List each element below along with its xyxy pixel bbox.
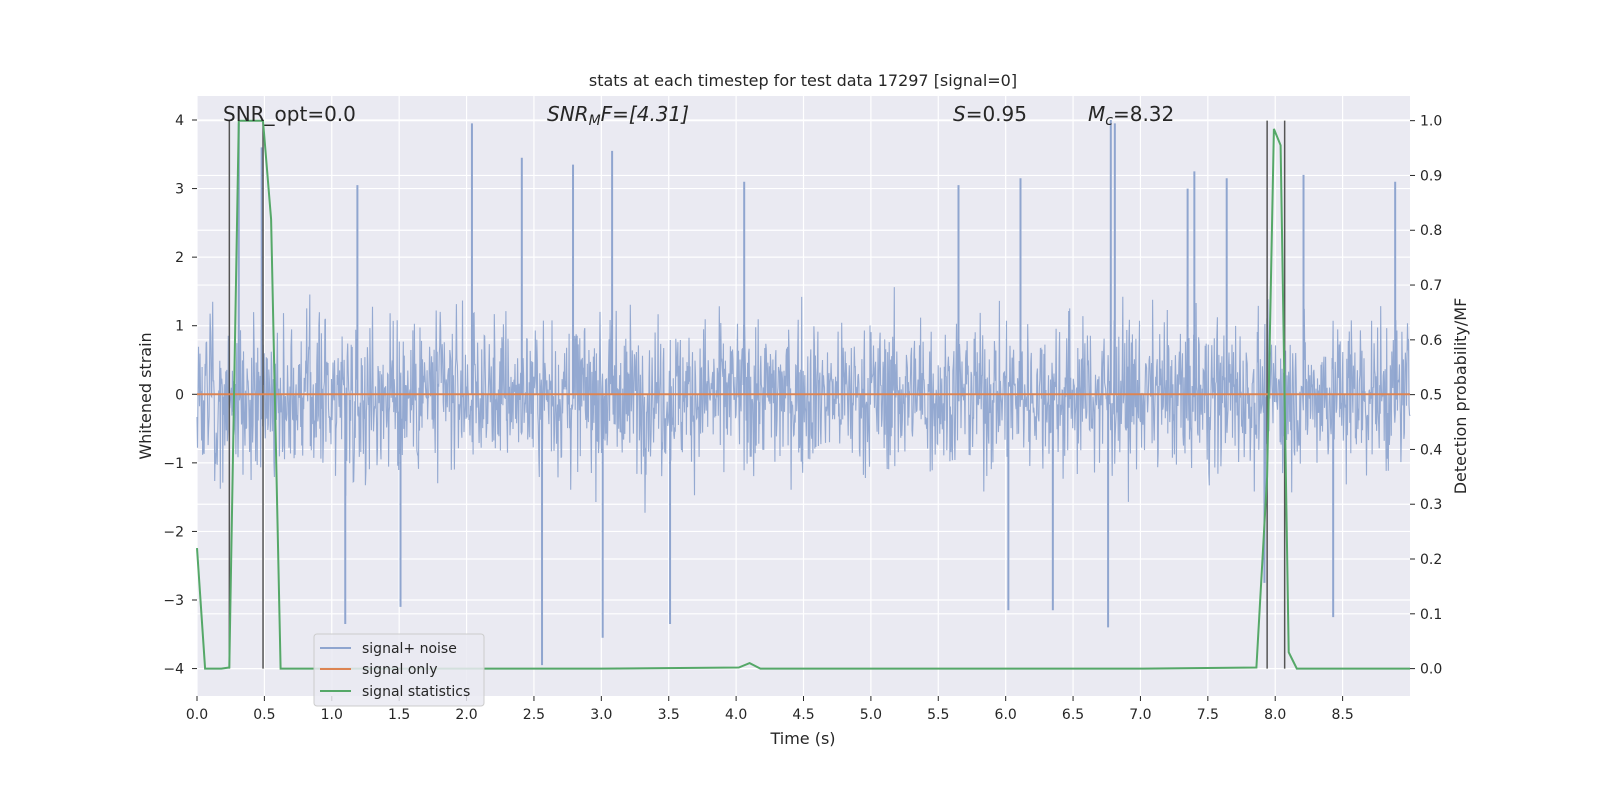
- series-lines: [196, 119, 1410, 670]
- annotation-mc: Mc=8.32: [1088, 102, 1174, 129]
- x-tick-label: 3.5: [658, 707, 680, 723]
- x-tick-label: 7.0: [1129, 707, 1151, 723]
- y-axis-label: Whitened strain: [136, 332, 155, 459]
- x-tick-label: 4.0: [725, 707, 747, 723]
- y2-tick-label: 0.6: [1420, 333, 1442, 349]
- x-tick-label: 8.5: [1331, 707, 1353, 723]
- y2-tick-label: 0.8: [1420, 223, 1442, 239]
- x-ticks: 0.0 0.5 1.0 1.5 2.0 2.5 3.0 3.5 4.0 4.5 5.0 5.5 6.0 6…: [186, 696, 1354, 723]
- series-line: [196, 119, 1410, 670]
- y-tick-label: −4: [163, 662, 184, 678]
- x-tick-label: 1.5: [388, 707, 410, 723]
- legend-label-stats: signal statistics: [362, 684, 470, 700]
- x-tick-label: 8.0: [1264, 707, 1286, 723]
- x-tick-label: 0.5: [253, 707, 275, 723]
- y2-tick-label: 0.7: [1420, 278, 1442, 294]
- x-tick-label: 3.0: [590, 707, 612, 723]
- legend-box: [313, 633, 485, 707]
- x-tick-label: 7.5: [1197, 707, 1219, 723]
- x-tick-label: 2.0: [455, 707, 477, 723]
- y2-tick-label: 0.5: [1420, 388, 1442, 404]
- x-tick-label: 0.0: [186, 707, 208, 723]
- y-tick-label: 3: [175, 182, 184, 198]
- y-tick-label: 4: [175, 113, 184, 129]
- noise-trace: [196, 267, 1411, 513]
- y2-tick-label: 0.9: [1420, 168, 1442, 184]
- x-tick-label: 5.0: [860, 707, 882, 723]
- y2-axis-label: Detection probability/MF: [1451, 298, 1470, 495]
- y-tick-label: 2: [175, 250, 184, 266]
- annotation-s: S=0.95: [953, 102, 1027, 126]
- annotation-snr-mf: SNRMF=[4.31]: [547, 102, 689, 129]
- legend-label-noise: signal+ noise: [362, 641, 457, 657]
- y2-tick-label: 0.0: [1420, 662, 1442, 678]
- x-axis-label: Time (s): [769, 729, 835, 748]
- y-tick-label: 0: [175, 387, 184, 403]
- y2-tick-label: 1.0: [1420, 114, 1442, 130]
- y-tick-label: 1: [175, 319, 184, 335]
- chart-title: stats at each timestep for test data 172…: [589, 71, 1017, 90]
- x-tick-label: 5.5: [927, 707, 949, 723]
- y2-tick-label: 0.1: [1420, 607, 1442, 623]
- x-tick-label: 1.0: [321, 707, 343, 723]
- y-tick-label: −2: [163, 524, 184, 540]
- x-tick-label: 2.5: [523, 707, 545, 723]
- x-tick-label: 6.0: [995, 707, 1017, 723]
- y2-tick-label: 0.3: [1420, 497, 1442, 513]
- y-tick-label: −3: [163, 593, 184, 609]
- annotation-snr-opt: SNR_opt=0.0: [223, 102, 356, 126]
- legend: signal+ noise signal only signal statist…: [313, 633, 485, 707]
- y-ticks-left: 4 3 2 1 0 −1 −2 −3 −4: [163, 113, 197, 678]
- x-tick-label: 4.5: [792, 707, 814, 723]
- noise-layer: [196, 120, 1411, 666]
- legend-label-signal: signal only: [362, 662, 437, 678]
- y-tick-label: −1: [163, 456, 184, 472]
- y-ticks-right: 0.0 0.1 0.2 0.3 0.4 0.5 0.6 0.7 0.8 0.9 1.0: [1410, 114, 1442, 678]
- y2-tick-label: 0.2: [1420, 552, 1442, 568]
- y2-tick-label: 0.4: [1420, 442, 1442, 458]
- x-tick-label: 6.5: [1062, 707, 1084, 723]
